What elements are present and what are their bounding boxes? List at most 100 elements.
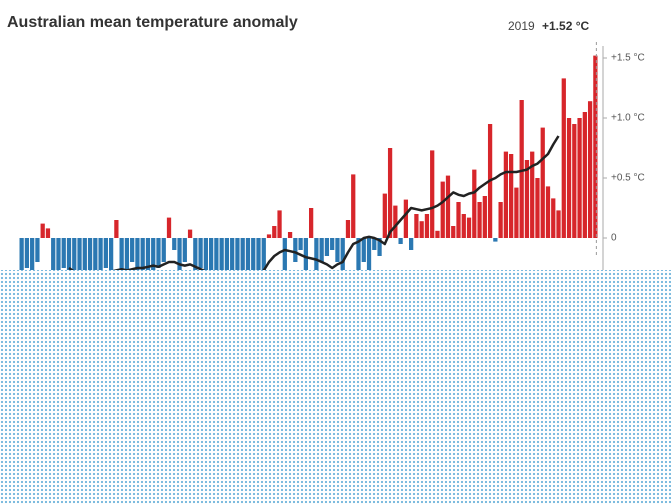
bar [398,238,403,244]
bar [309,208,314,238]
bar [151,238,156,274]
annotation-year: 2019 [508,19,535,33]
bar [103,238,108,268]
bar [582,112,587,238]
bar [130,238,135,262]
bar [314,238,319,286]
bar [340,238,345,274]
bar [498,202,503,238]
bar [119,238,124,274]
bar [266,234,272,238]
bar [140,238,145,280]
bar [372,238,377,250]
bar [161,238,166,262]
bar [35,238,40,262]
bar [572,124,577,238]
bar [208,238,214,274]
bar [287,232,293,238]
bar [45,228,51,238]
bar [587,101,593,238]
bar [382,193,387,238]
bar [124,238,130,286]
bar [277,210,282,238]
y-tick-label: +1.0 °C [611,113,645,124]
bar [214,238,219,280]
bar [345,220,351,238]
bar [156,238,161,268]
bar [393,205,398,238]
bar [303,238,308,298]
y-tick-label: 0 [611,233,617,244]
dotted-overlay [0,270,671,504]
annotation-value: +1.52 °C [542,19,589,33]
bar [203,238,208,280]
bar [66,238,72,274]
bar [114,220,119,238]
bar [377,238,382,256]
bar [466,217,472,238]
bar [461,214,466,238]
bar [361,238,366,262]
bar [235,238,240,286]
bar [330,238,335,250]
y-tick-label: +0.5 °C [611,173,645,184]
bar [224,238,230,298]
bar [356,238,361,286]
bar [472,169,477,238]
bar [530,151,535,238]
y-tick-label: +1.5 °C [611,53,645,64]
bar [524,160,530,238]
bar [451,226,456,238]
bar [182,238,187,262]
bar [187,229,193,238]
bar [177,238,182,274]
bar [108,238,114,280]
bar [545,186,551,238]
bar [593,55,598,238]
bar [387,148,393,238]
bar [272,226,277,238]
bar [87,238,93,274]
bar [172,238,177,250]
bar [193,238,198,274]
bar [456,202,461,238]
running-mean-line [68,135,560,283]
bar [482,196,487,238]
bar [435,230,440,238]
bar [51,238,56,298]
bar [251,238,256,292]
bar [514,187,519,238]
bar [477,202,482,238]
bar [535,178,540,238]
bar [145,238,151,274]
bar [24,238,30,268]
bar [166,217,172,238]
bar [245,238,251,274]
bar [561,78,566,239]
bar [298,238,303,250]
bar [19,238,24,274]
bar [419,221,424,238]
bar [503,151,509,238]
bar [551,198,556,238]
chart-title: Australian mean temperature anomaly [7,14,298,31]
bar [351,174,356,238]
bar [445,175,451,238]
bar [198,238,203,268]
bar [424,214,430,238]
bar [240,238,245,274]
bar [282,238,287,274]
bar [293,238,298,262]
bar [219,238,224,274]
bar [319,238,324,262]
bar [577,118,582,238]
bar [335,238,340,262]
bar [519,100,524,238]
bar [40,223,45,238]
bar [324,238,330,256]
bar [135,238,140,274]
bar [61,238,66,268]
bar [566,118,572,238]
bar [72,238,77,292]
